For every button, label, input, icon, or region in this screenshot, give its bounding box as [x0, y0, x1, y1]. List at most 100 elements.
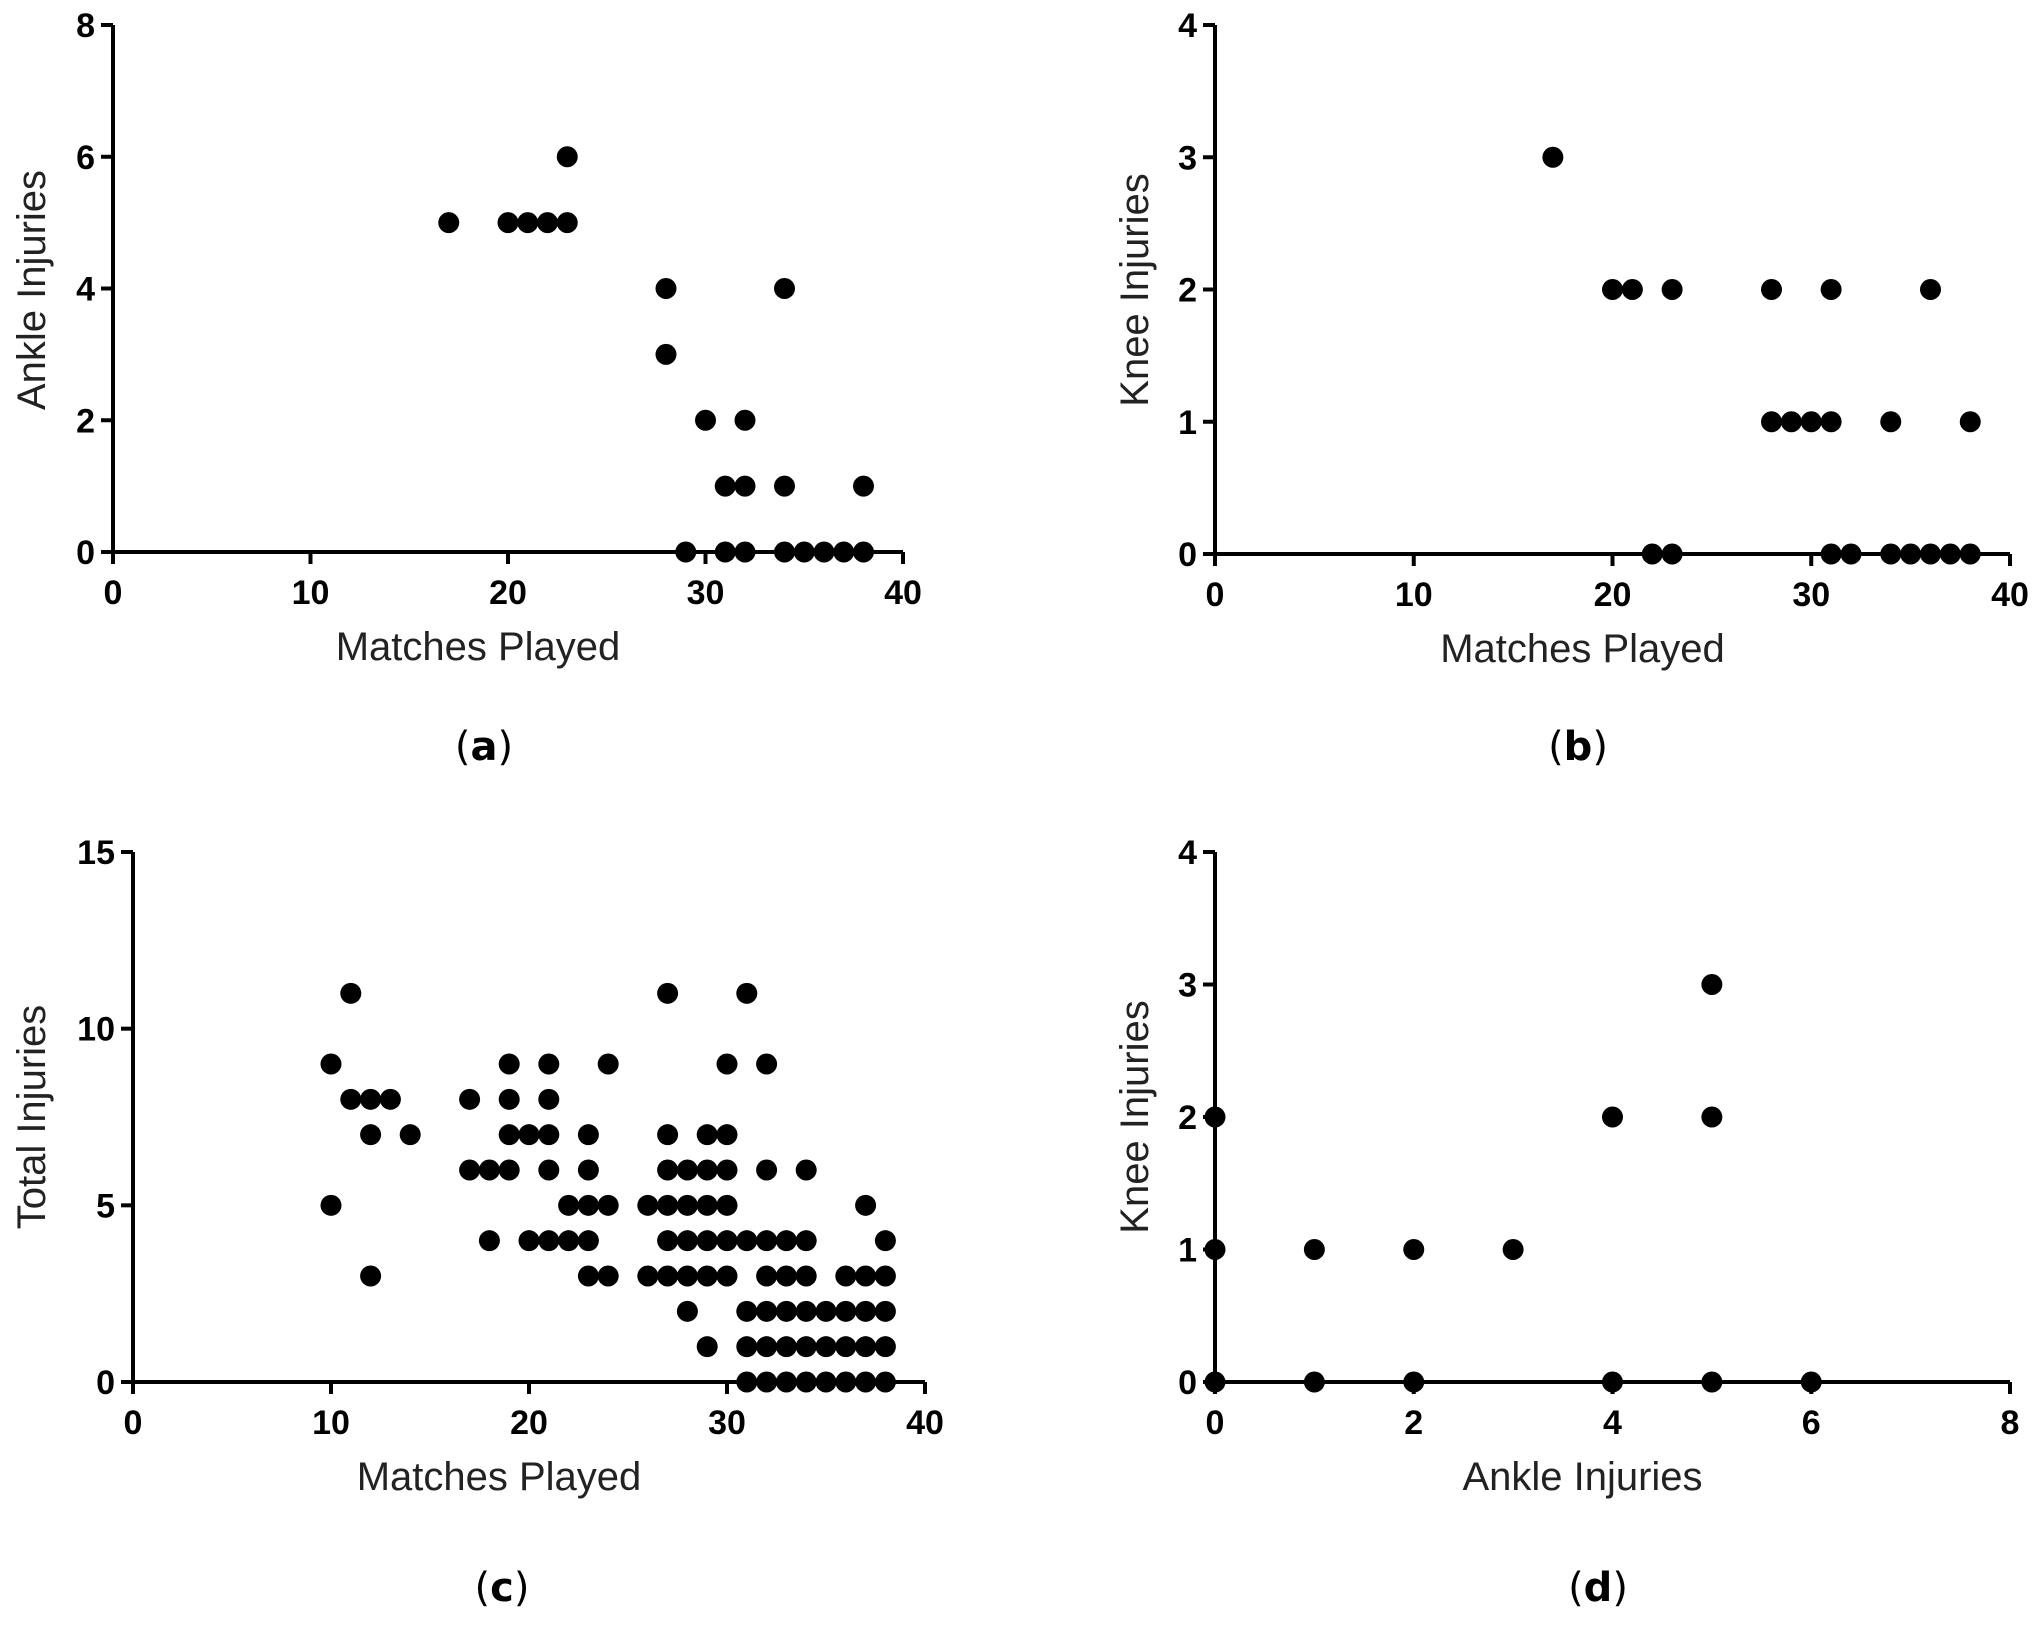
data-point	[756, 1159, 778, 1181]
data-point	[1920, 543, 1941, 565]
y-tick-label: 15	[77, 834, 115, 872]
data-point	[558, 1194, 580, 1216]
data-point	[676, 1159, 698, 1181]
data-point	[675, 541, 697, 563]
data-point	[577, 1194, 599, 1216]
y-tick-label: 6	[76, 139, 95, 177]
data-point	[1602, 1106, 1623, 1128]
data-point	[497, 212, 519, 234]
x-tick-label: 2	[1404, 1404, 1423, 1442]
data-point	[379, 1088, 401, 1110]
data-point	[459, 1088, 481, 1110]
data-point	[874, 1300, 896, 1322]
data-point	[734, 409, 756, 431]
data-point	[320, 1053, 342, 1075]
data-point	[597, 1053, 619, 1075]
data-point	[835, 1300, 857, 1322]
x-tick-label: 30	[1792, 576, 1830, 614]
x-tick-label: 40	[906, 1404, 944, 1442]
data-point	[438, 212, 460, 234]
x-tick-label: 20	[1594, 576, 1632, 614]
data-point	[774, 541, 795, 563]
y-tick-label: 4	[1178, 7, 1197, 45]
data-point	[1880, 411, 1902, 433]
data-point	[736, 1230, 758, 1252]
data-point	[716, 1053, 738, 1075]
chart-panel-a: 0 2 4 6 8 0 10 20 30 40 Matches Played Ankle Injuri…	[10, 7, 922, 770]
data-point	[1820, 411, 1842, 433]
data-point	[855, 1265, 877, 1287]
data-point	[874, 1230, 896, 1252]
data-point	[716, 1194, 738, 1216]
x-tick-label: 4	[1603, 1404, 1622, 1442]
data-point	[1602, 279, 1623, 300]
data-point	[1403, 1239, 1425, 1260]
data-point	[577, 1124, 599, 1146]
data-point	[1204, 1239, 1226, 1260]
x-tick-label: 8	[2001, 1404, 2020, 1442]
data-point	[340, 982, 362, 1004]
data-point	[1920, 279, 1941, 300]
x-tick-label: 6	[1802, 1404, 1821, 1442]
data-point	[1840, 543, 1862, 565]
data-point	[1502, 1239, 1524, 1260]
data-point	[736, 1336, 758, 1358]
data-point	[756, 1336, 778, 1358]
data-point	[774, 278, 795, 299]
data-point	[756, 1265, 778, 1287]
data-point	[736, 982, 758, 1004]
data-point	[734, 541, 756, 563]
data-point	[1761, 279, 1782, 300]
data-point	[537, 212, 558, 234]
data-point	[676, 1194, 698, 1216]
data-point	[498, 1088, 520, 1110]
x-tick-label: 10	[312, 1404, 350, 1442]
data-point	[399, 1124, 421, 1146]
data-point	[1303, 1371, 1325, 1393]
data-point	[340, 1088, 362, 1110]
y-tick-label: 2	[76, 402, 95, 440]
data-point	[835, 1265, 857, 1287]
data-point	[360, 1124, 382, 1146]
data-point	[775, 1265, 797, 1287]
x-axis-label: Matches Played	[1440, 627, 1725, 671]
x-tick-label: 0	[124, 1404, 143, 1442]
data-point	[556, 212, 578, 234]
data-point	[1641, 543, 1663, 565]
data-point	[815, 1336, 837, 1358]
data-point	[1761, 411, 1782, 433]
x-tick-label: 40	[1991, 576, 2029, 614]
data-point	[736, 1300, 758, 1322]
data-point	[1800, 411, 1822, 433]
panel-label: (d)	[1568, 1565, 1628, 1611]
data-point	[756, 1053, 778, 1075]
x-axis-label: Matches Played	[357, 1455, 642, 1499]
y-axis-label: Knee Injuries	[1113, 1000, 1157, 1233]
data-point	[1939, 543, 1961, 565]
x-tick-label: 40	[884, 574, 922, 612]
data-point	[1303, 1239, 1325, 1260]
data-point	[1602, 1371, 1623, 1393]
data-point	[1542, 146, 1564, 168]
y-tick-label: 2	[1178, 272, 1197, 310]
data-point	[657, 1265, 679, 1287]
data-point	[774, 475, 795, 497]
x-tick-label: 10	[292, 574, 330, 612]
data-point	[1204, 1371, 1226, 1393]
data-point	[716, 1265, 738, 1287]
y-tick-label: 0	[1178, 1364, 1197, 1402]
y-tick-label: 1	[1178, 1232, 1197, 1270]
data-point	[813, 541, 835, 563]
data-point	[597, 1194, 619, 1216]
data-point	[756, 1371, 778, 1393]
data-point	[1880, 543, 1902, 565]
data-point	[360, 1088, 382, 1110]
data-point	[775, 1371, 797, 1393]
x-tick-label: 0	[104, 574, 123, 612]
data-point	[538, 1230, 560, 1252]
data-point	[795, 1371, 817, 1393]
data-point	[775, 1300, 797, 1322]
data-point	[853, 541, 874, 563]
data-point	[538, 1124, 560, 1146]
